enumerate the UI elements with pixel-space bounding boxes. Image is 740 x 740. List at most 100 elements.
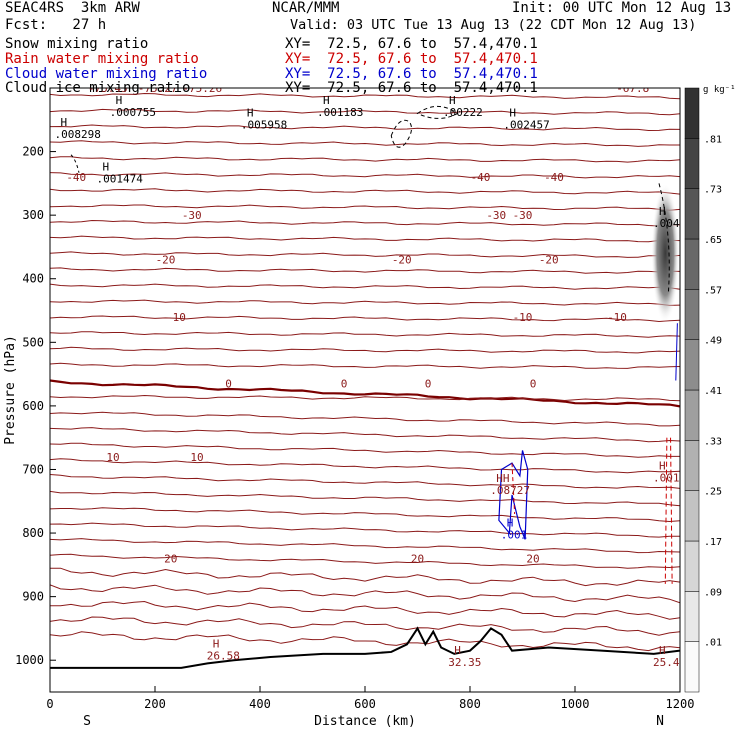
extremum-marker: H — [454, 644, 461, 657]
extremum-value: .002457 — [503, 119, 549, 132]
isotherm-line — [50, 538, 680, 554]
extremum-value: .000755 — [110, 106, 156, 119]
colorbar-swatch — [684, 138, 700, 189]
isotherm-label: -10 — [166, 311, 186, 324]
colorbar-label: .01 — [704, 638, 722, 649]
isotherm-label: 10 — [190, 451, 203, 464]
cloud-water-contour — [675, 323, 678, 381]
colorbar-label: .25 — [704, 487, 722, 498]
extremum-marker: HH — [496, 472, 509, 485]
extremum-value: 25.47 — [653, 656, 686, 669]
isotherm-line — [50, 315, 680, 323]
extremum-value: .004 — [653, 217, 680, 230]
colorbar-swatch — [684, 339, 700, 391]
isotherm-line — [50, 219, 680, 227]
x-tick-label: 1000 — [561, 697, 590, 711]
isotherm-label: 20 — [164, 552, 177, 565]
extremum-marker: H — [659, 644, 666, 657]
isotherm-line — [50, 379, 680, 408]
isotherm-line — [50, 172, 680, 179]
isotherm-label: -40 — [66, 171, 86, 184]
field-snow-name: Snow mixing ratio — [5, 36, 149, 52]
isotherm-line — [50, 507, 680, 523]
y-tick-label: 200 — [22, 145, 44, 159]
y-tick-label: 400 — [22, 272, 44, 286]
isotherm-line — [50, 474, 680, 489]
colorbar-swatch — [684, 641, 700, 693]
colorbar-swatch — [684, 540, 700, 592]
isotherm-label: 0 — [425, 378, 432, 391]
extremum-value: .001183 — [317, 106, 363, 119]
colorbar-swatch — [684, 238, 700, 290]
ice-contour — [390, 119, 412, 148]
isotherm-line — [50, 427, 680, 443]
x-end-label-north: N — [656, 714, 664, 729]
extremum-marker: H — [61, 116, 68, 129]
isotherm-line — [50, 411, 680, 427]
isotherm-label: 20 — [526, 552, 539, 565]
x-tick-label: 600 — [354, 697, 376, 711]
cloud-water-contour — [498, 450, 529, 540]
x-tick-label: 1200 — [666, 697, 695, 711]
model-label: SEAC4RS 3km ARW — [5, 0, 140, 16]
x-tick-label: 200 — [144, 697, 166, 711]
isotherm-line — [50, 108, 680, 116]
isotherm-label: -67.8 — [616, 82, 649, 95]
plot-area: -75.45 -75.27 -75.26 -67.8 -40 -40 -40 -30 -30 -3… — [50, 82, 686, 669]
extremum-value: .00222 — [443, 106, 483, 119]
isotherm-label: -20 — [156, 254, 176, 267]
y-tick-label: 700 — [22, 462, 44, 476]
extremum-value: .008298 — [55, 128, 101, 141]
extremum-value: .001474 — [97, 173, 144, 186]
extremum-marker: H — [247, 107, 254, 120]
init-label: Init: 00 UTC Mon 12 Aug 13 — [512, 0, 732, 16]
fcst-label: Fcst: 27 h — [5, 17, 107, 33]
extremum-value: 26.58 — [207, 649, 240, 662]
snow-shading — [651, 183, 680, 324]
colorbar-swatch — [684, 490, 700, 542]
isotherm-line — [50, 283, 680, 290]
extremum-value: .001 — [501, 529, 528, 542]
colorbar-unit: g kg⁻¹ — [703, 85, 736, 95]
colorbar-label: .49 — [704, 336, 722, 347]
x-axis-title: Distance (km) — [314, 714, 416, 729]
colorbar-label: .73 — [704, 185, 722, 196]
isotherm-line — [50, 631, 680, 652]
isotherm-line — [50, 156, 680, 163]
isotherm-line — [50, 188, 680, 195]
isotherm-line — [50, 362, 680, 369]
isotherm-line — [50, 442, 680, 458]
isotherm-label: -10 — [607, 311, 627, 324]
colorbar-label: .65 — [704, 235, 722, 246]
extremum-marker: H — [213, 637, 220, 650]
axes: 0 200 400 600 800 1000 12002003004005006007008… — [3, 87, 695, 729]
colorbar: .01 .09 .17 .25 .33 .41 .49 .57 .65 .73 .81 g kg⁻¹ — [684, 85, 736, 693]
isotherm-line — [50, 616, 680, 636]
colorbar-label: .41 — [704, 386, 722, 397]
y-tick-label: 600 — [22, 399, 44, 413]
isotherm-line — [50, 124, 680, 132]
colorbar-label: .09 — [704, 587, 722, 598]
y-tick-label: 300 — [22, 208, 44, 222]
extremum-marker: H — [507, 517, 514, 530]
field-rain-xy: XY= 72.5, 67.6 to 57.4,470.1 — [285, 51, 538, 67]
isotherm-label: -75.27 — [138, 82, 178, 95]
isotherm-label: -30 — [182, 209, 202, 222]
x-end-label-south: S — [83, 714, 91, 729]
isotherm-label: 0 — [530, 378, 537, 391]
field-cloud-name: Cloud water mixing ratio — [5, 66, 208, 82]
ice-contour — [70, 154, 80, 173]
y-tick-label: 800 — [22, 526, 44, 540]
isotherm-line — [50, 251, 680, 258]
isotherm-label: 0 — [341, 378, 348, 391]
isotherm-label: 0 — [225, 378, 232, 391]
isotherm-line — [50, 267, 680, 274]
extremum-marker: H — [659, 205, 666, 218]
isotherm-line — [50, 553, 680, 569]
isotherm-label: -75.45 — [88, 82, 128, 95]
isotherm-line — [50, 299, 680, 306]
field-rain-name: Rain water mixing ratio — [5, 51, 199, 67]
isotherm-line — [50, 490, 680, 507]
isotherm-label: -30 — [513, 209, 533, 222]
